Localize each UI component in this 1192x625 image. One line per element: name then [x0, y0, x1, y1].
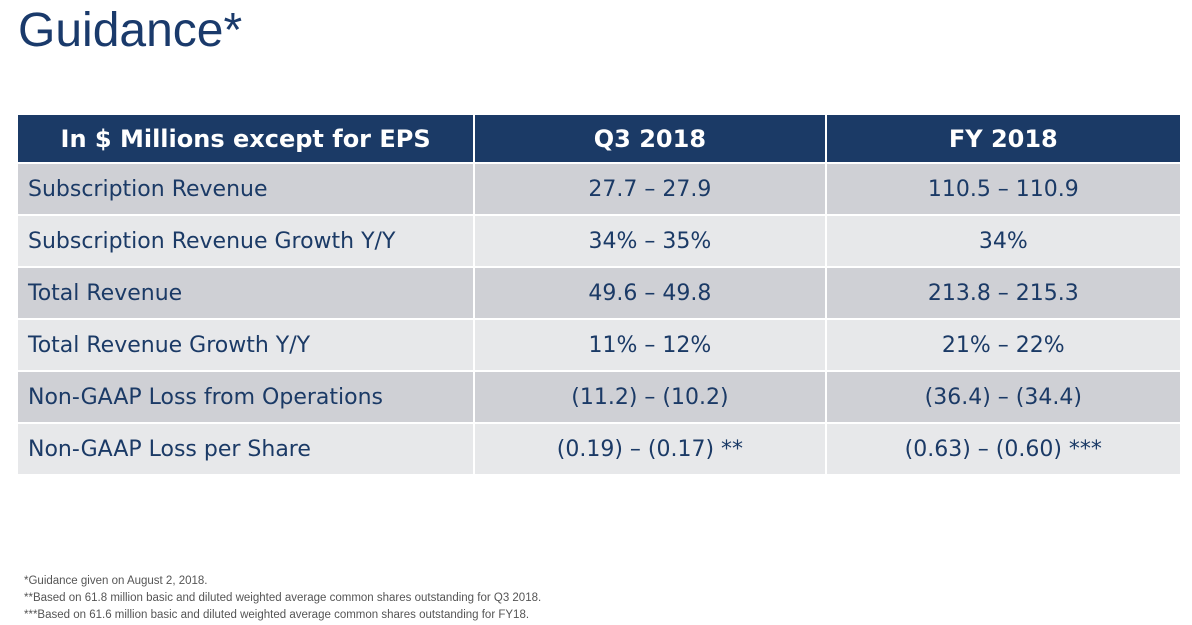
page-title: Guidance*	[18, 4, 243, 57]
row-label: Total Revenue	[15, 266, 476, 320]
table-row: Total Revenue Growth Y/Y 11% – 12% 21% –…	[15, 318, 1183, 372]
table-row: Subscription Revenue Growth Y/Y 34% – 35…	[15, 214, 1183, 268]
column-header-fy-2018: FY 2018	[824, 115, 1183, 163]
guidance-table: In $ Millions except for EPS Q3 2018 FY …	[15, 115, 1183, 476]
row-label: Non-GAAP Loss from Operations	[15, 370, 476, 424]
q3-value: 34% – 35%	[473, 214, 827, 268]
table-row: Subscription Revenue 27.7 – 27.9 110.5 –…	[15, 162, 1183, 216]
q3-value: (0.19) – (0.17) **	[473, 422, 827, 476]
row-label: Subscription Revenue	[15, 162, 476, 216]
column-header-q3-2018: Q3 2018	[473, 115, 827, 163]
fy-value: 21% – 22%	[824, 318, 1183, 372]
fy-value: 110.5 – 110.9	[824, 162, 1183, 216]
column-header-metric: In $ Millions except for EPS	[15, 115, 476, 163]
q3-value: 49.6 – 49.8	[473, 266, 827, 320]
table-row: Total Revenue 49.6 – 49.8 213.8 – 215.3	[15, 266, 1183, 320]
row-label: Total Revenue Growth Y/Y	[15, 318, 476, 372]
q3-value: (11.2) – (10.2)	[473, 370, 827, 424]
footnotes: *Guidance given on August 2, 2018. **Bas…	[24, 573, 541, 624]
row-label: Non-GAAP Loss per Share	[15, 422, 476, 476]
q3-value: 11% – 12%	[473, 318, 827, 372]
fy-value: (0.63) – (0.60) ***	[824, 422, 1183, 476]
table-row: Non-GAAP Loss from Operations (11.2) – (…	[15, 370, 1183, 424]
fy-value: (36.4) – (34.4)	[824, 370, 1183, 424]
table-row: Non-GAAP Loss per Share (0.19) – (0.17) …	[15, 422, 1183, 476]
fy-value: 34%	[824, 214, 1183, 268]
row-label: Subscription Revenue Growth Y/Y	[15, 214, 476, 268]
footnote-guidance-date: *Guidance given on August 2, 2018.	[24, 575, 208, 587]
fy-value: 213.8 – 215.3	[824, 266, 1183, 320]
table-header-row: In $ Millions except for EPS Q3 2018 FY …	[15, 115, 1183, 163]
footnote-q3-shares: **Based on 61.8 million basic and dilute…	[24, 592, 542, 604]
footnote-fy-shares: ***Based on 61.6 million basic and dilut…	[24, 609, 530, 621]
q3-value: 27.7 – 27.9	[473, 162, 827, 216]
